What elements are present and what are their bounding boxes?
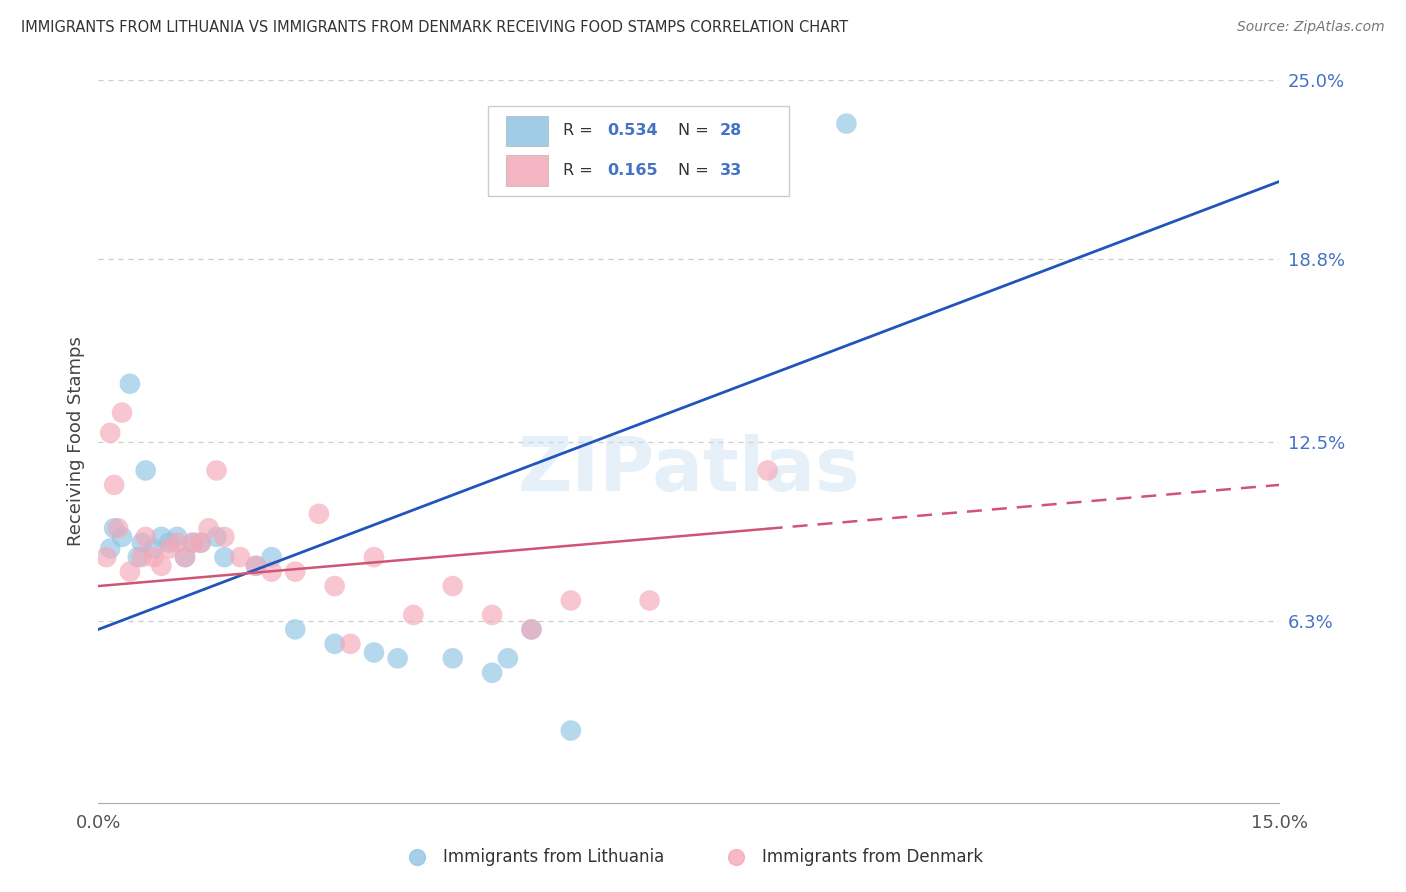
Point [197, 521, 219, 535]
Point [131, 550, 153, 565]
Point [441, 651, 464, 665]
Point [118, 376, 141, 391]
Point [135, 530, 157, 544]
Point [150, 558, 173, 573]
Point [131, 535, 153, 549]
Point [157, 541, 180, 556]
Point [520, 623, 543, 637]
Point [260, 565, 283, 579]
Text: 0.165: 0.165 [607, 163, 658, 178]
Point [111, 530, 134, 544]
Point [174, 550, 197, 565]
Text: 0.534: 0.534 [607, 123, 658, 138]
Point [520, 623, 543, 637]
Point [481, 607, 503, 622]
Bar [506, 116, 548, 146]
Point [142, 541, 165, 556]
Point [166, 535, 188, 549]
Point [835, 117, 858, 131]
Bar [506, 155, 548, 186]
Point [150, 530, 173, 544]
Point [402, 607, 425, 622]
Text: 28: 28 [720, 123, 742, 138]
Point [387, 651, 409, 665]
Point [107, 521, 129, 535]
Point [284, 623, 307, 637]
Point [323, 637, 346, 651]
Point [118, 565, 141, 579]
Point [638, 593, 661, 607]
Point [135, 463, 157, 477]
Point [339, 637, 361, 651]
Text: N =: N = [678, 163, 714, 178]
Point [441, 579, 464, 593]
Point [157, 535, 180, 549]
Text: N =: N = [678, 123, 714, 138]
Point [496, 651, 519, 665]
Point [181, 535, 204, 549]
Text: R =: R = [562, 163, 598, 178]
Point [363, 550, 385, 565]
Point [103, 478, 125, 492]
Point [129, 797, 152, 812]
Point [756, 463, 779, 477]
Point [481, 665, 503, 680]
Point [245, 558, 267, 573]
Point [245, 558, 267, 573]
Point [308, 507, 330, 521]
Point [260, 550, 283, 565]
Text: Immigrants from Lithuania: Immigrants from Lithuania [443, 848, 665, 866]
Point [174, 550, 197, 565]
Point [166, 530, 188, 544]
Text: Source: ZipAtlas.com: Source: ZipAtlas.com [1237, 20, 1385, 34]
Point [190, 535, 212, 549]
Point [98, 425, 121, 440]
Point [323, 579, 346, 593]
Point [363, 646, 385, 660]
Point [205, 463, 228, 477]
Point [127, 550, 149, 565]
Point [560, 593, 582, 607]
Point [229, 550, 252, 565]
Point [284, 565, 307, 579]
Point [560, 723, 582, 738]
Point [98, 541, 121, 556]
Point [214, 550, 236, 565]
Point [96, 550, 118, 565]
Point [111, 406, 134, 420]
Text: ZIPatlas: ZIPatlas [517, 434, 860, 507]
Text: R =: R = [562, 123, 598, 138]
Point [142, 550, 165, 565]
Point [108, 797, 131, 812]
Y-axis label: Receiving Food Stamps: Receiving Food Stamps [66, 336, 84, 547]
Text: 33: 33 [720, 163, 742, 178]
Text: IMMIGRANTS FROM LITHUANIA VS IMMIGRANTS FROM DENMARK RECEIVING FOOD STAMPS CORRE: IMMIGRANTS FROM LITHUANIA VS IMMIGRANTS … [21, 20, 848, 35]
Point [181, 535, 204, 549]
Point [205, 530, 228, 544]
FancyBboxPatch shape [488, 105, 789, 196]
Point [214, 530, 236, 544]
Text: Immigrants from Denmark: Immigrants from Denmark [762, 848, 983, 866]
Point [190, 535, 212, 549]
Point [103, 521, 125, 535]
